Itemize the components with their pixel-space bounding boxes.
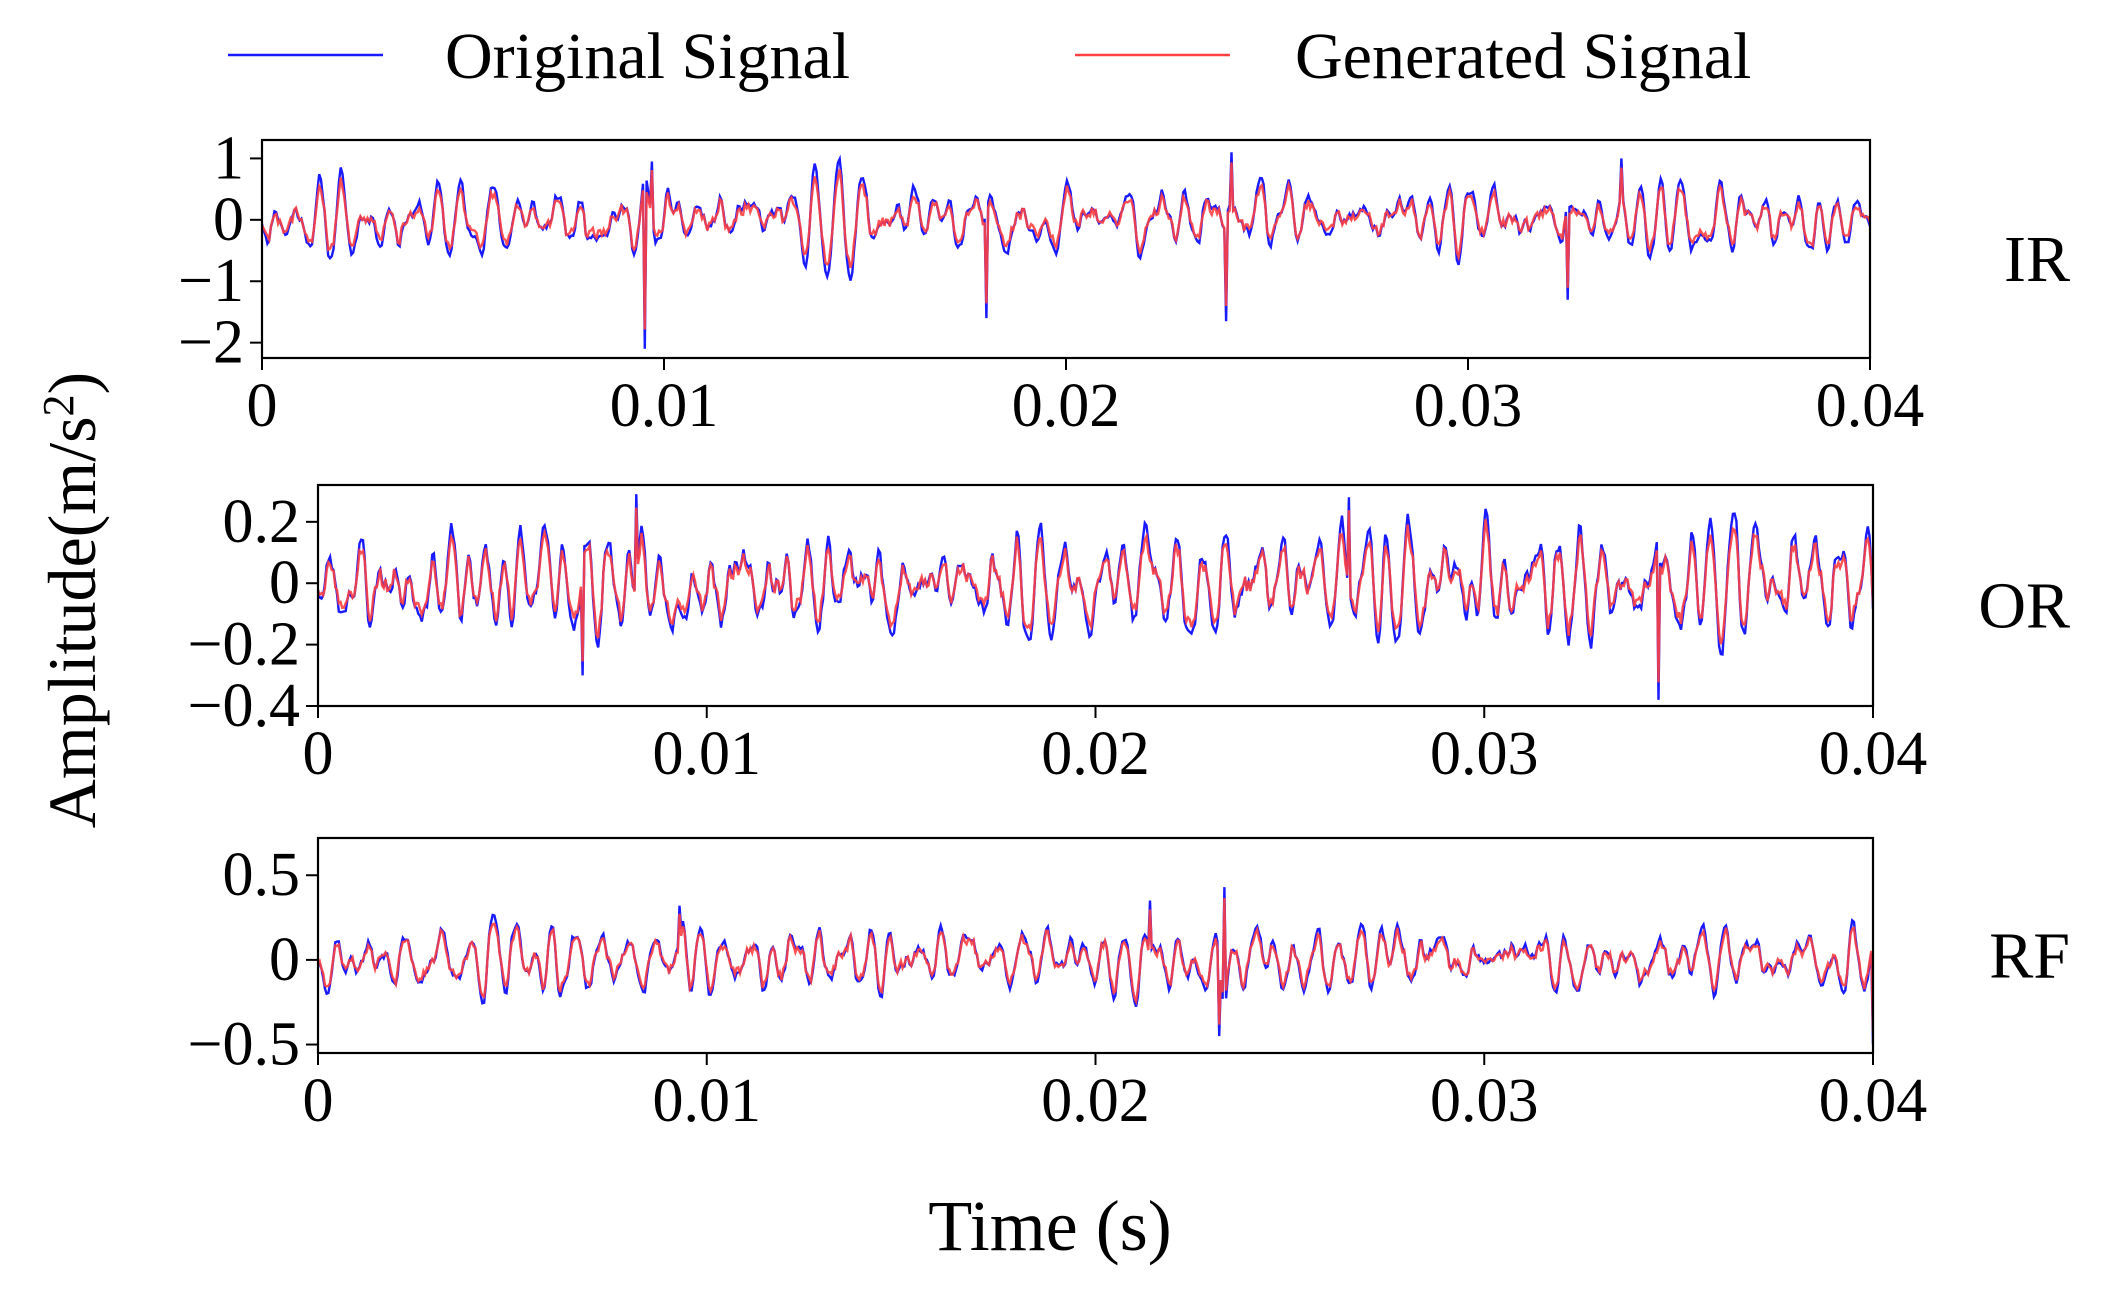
x-tick-label: 0.02 [1041,1067,1150,1135]
plot-frame [316,836,1875,1055]
y-axis-label-main: Amplitude(m/s [34,416,110,828]
x-tick-label: 0.01 [610,372,719,440]
series-line-generated [262,162,1870,330]
plot-frame [260,138,1872,360]
x-tick-label: 0.04 [1816,372,1925,440]
panel-label-or: OR [1978,570,2070,643]
y-tick-label: −0.5 [188,1011,300,1079]
x-tick-label: 0.03 [1430,720,1539,788]
y-tick-label: 0 [213,186,244,254]
y-tick-label: −1 [178,247,244,315]
y-tick-label: −0.2 [188,611,300,679]
y-tick-label: 1 [213,124,244,192]
y-tick-label: −0.4 [188,672,300,740]
legend-original-label: Original Signal [445,20,850,93]
x-tick-label: 0.02 [1012,372,1121,440]
y-axis-label-close: ) [34,372,110,395]
panel-label-rf: RF [1989,920,2070,993]
x-tick-label: 0.03 [1414,372,1523,440]
series-line-original [318,887,1873,1045]
x-tick-label: 0 [247,372,278,440]
x-tick-label: 0 [303,720,334,788]
y-tick-label: 0.2 [223,488,301,556]
panel-or: 0 0.01 0.02 0.03 0.040.20−0.2−0.4OR [188,483,2070,788]
legend-generated-label: Generated Signal [1295,20,1751,93]
panel-label-ir: IR [2004,223,2070,296]
y-tick-label: 0 [269,549,300,617]
series-line-original [262,152,1870,349]
x-tick-label: 0.04 [1819,720,1928,788]
legend: Original Signal Generated Signal [228,20,1751,93]
x-axis-label: Time (s) [928,1186,1171,1266]
series-line-generated [318,507,1873,683]
panel-rf: 0 0.01 0.02 0.03 0.040.50−0.5RF [188,836,2070,1135]
y-tick-label: −2 [178,309,244,377]
x-tick-label: 0.02 [1041,720,1150,788]
y-axis-label: Amplitude(m/s2) [34,372,110,828]
x-tick-label: 0.01 [653,1067,762,1135]
x-tick-label: 0 [303,1067,334,1135]
y-tick-label: 0 [269,926,300,994]
x-tick-label: 0.01 [653,720,762,788]
x-tick-label: 0.04 [1819,1067,1928,1135]
x-tick-label: 0.03 [1430,1067,1539,1135]
y-tick-label: 0.5 [223,841,301,909]
y-axis-label-superscript: 2 [34,394,83,416]
series-line-generated [318,897,1873,1032]
